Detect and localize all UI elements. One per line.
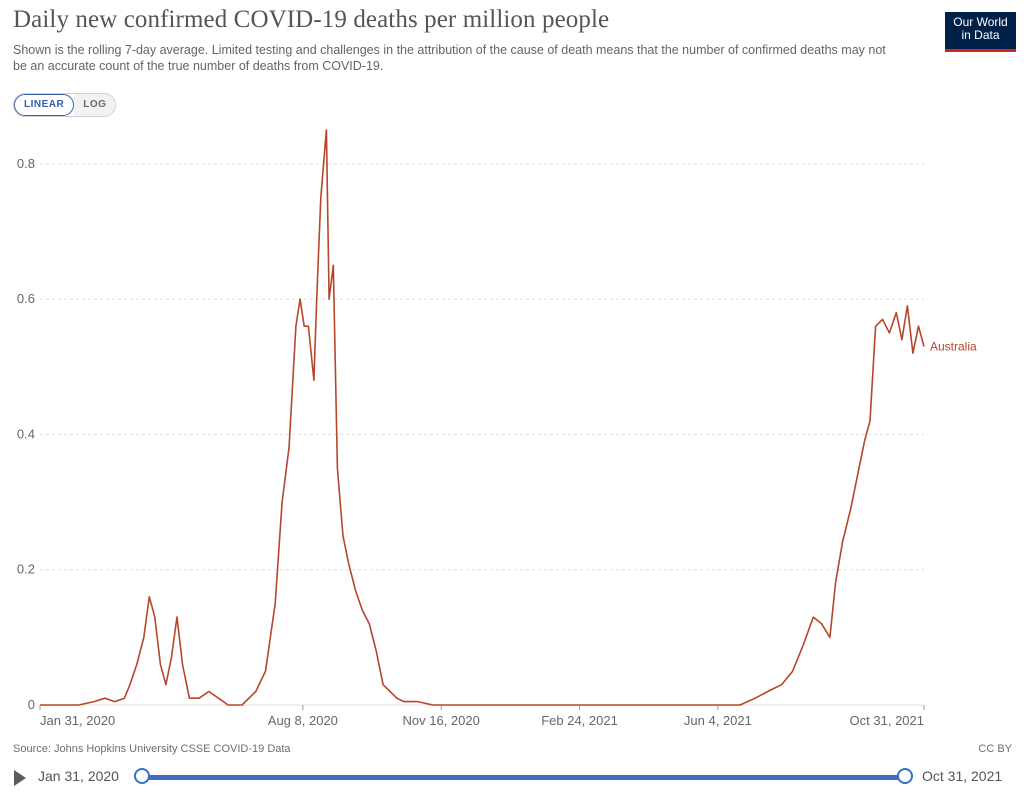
timeline-start-handle[interactable] [134, 768, 150, 784]
x-axis-ticks: Jan 31, 2020 Aug 8, 2020 Nov 16, 2020 Feb 2… [39, 705, 925, 728]
x-tick-label: Oct 31, 2021 [850, 713, 924, 728]
logo-line-1: Our World [953, 15, 1008, 29]
series-label: Australia [930, 339, 977, 353]
x-tick-label: Jun 4, 2021 [684, 713, 752, 728]
log-scale-button[interactable]: LOG [74, 94, 116, 116]
y-tick-label: 0.6 [17, 291, 35, 306]
x-tick-label: Nov 16, 2020 [403, 713, 480, 728]
y-tick-label: 0 [28, 697, 35, 712]
x-tick-label: Jan 31, 2020 [40, 713, 115, 728]
y-tick-label: 0.2 [17, 562, 35, 577]
scale-toggle[interactable]: LINEAR LOG [13, 93, 117, 117]
y-tick-label: 0.8 [17, 156, 35, 171]
series-lines: Australia [40, 129, 977, 706]
timeline-end-handle[interactable] [897, 768, 913, 784]
linear-scale-button[interactable]: LINEAR [14, 94, 75, 116]
series-line-australia [40, 129, 925, 706]
chart-subtitle: Shown is the rolling 7-day average. Limi… [13, 43, 886, 73]
timeline-end-label: Oct 31, 2021 [922, 768, 1003, 784]
owid-logo[interactable]: Our World in Data [945, 12, 1016, 52]
gridlines [40, 163, 924, 706]
license-label[interactable]: CC BY [978, 743, 1012, 755]
x-tick-label: Feb 24, 2021 [541, 713, 618, 728]
x-tick-label: Aug 8, 2020 [268, 713, 338, 728]
timeline-track[interactable] [142, 775, 906, 780]
logo-line-2: in Data [961, 28, 1000, 42]
timeline-start-label: Jan 31, 2020 [38, 768, 119, 784]
line-chart: 0 0.2 0.4 0.6 0.8 Jan 31, 2020 Aug 8, 2020 Nov… [17, 129, 977, 728]
y-axis-ticks: 0 0.2 0.4 0.6 0.8 [17, 156, 35, 712]
timeline[interactable]: Jan 31, 2020 Oct 31, 2021 [0, 762, 1024, 792]
chart-title: Daily new confirmed COVID-19 deaths per … [13, 6, 610, 33]
source-note[interactable]: Source: Johns Hopkins University CSSE CO… [13, 743, 291, 755]
y-tick-label: 0.4 [17, 426, 35, 441]
play-icon[interactable] [14, 770, 26, 786]
